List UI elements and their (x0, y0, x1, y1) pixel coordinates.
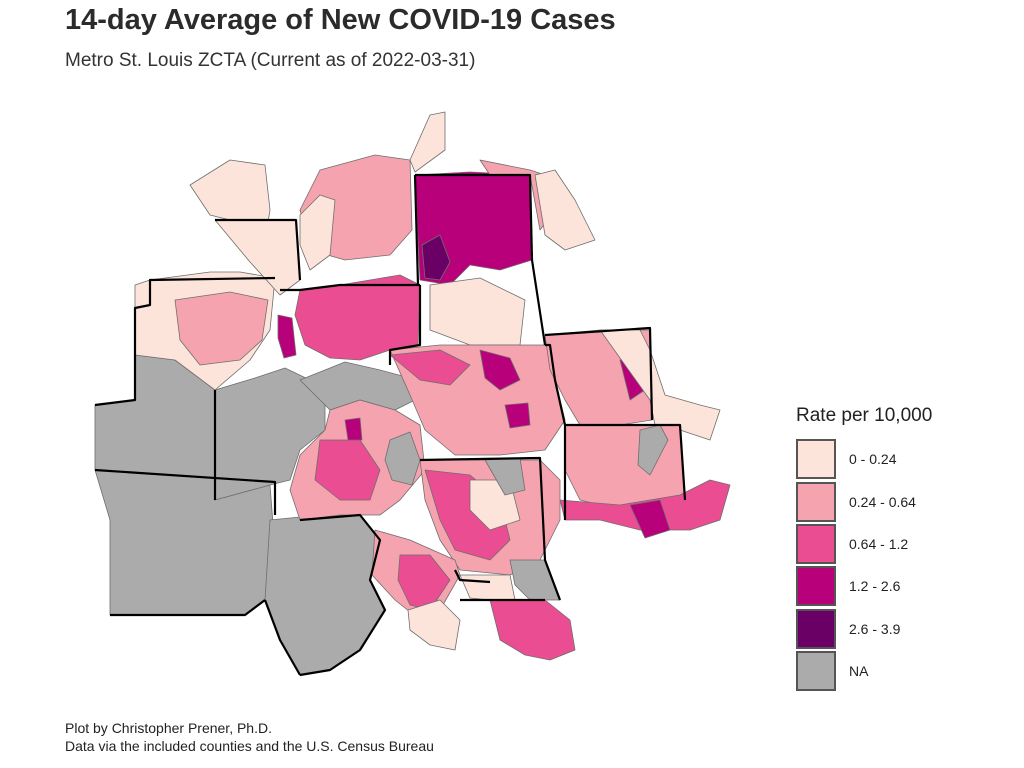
legend-swatch (796, 481, 836, 522)
region-macoupin-east-low (534, 169, 596, 251)
county-boundary-river (263, 283, 420, 677)
region-stl-county-dark (344, 417, 363, 441)
region-madison-low (429, 277, 526, 346)
legend-item: 0.24 - 0.64 (796, 480, 996, 522)
legend-swatch (796, 439, 836, 480)
region-jersey-north-low (409, 111, 446, 173)
legend-item: 0 - 0.24 (796, 438, 996, 480)
region-river-dark (277, 314, 297, 359)
region-randolph-high (489, 599, 576, 661)
county-boundary-il-north (388, 173, 547, 365)
legend-item: 1.2 - 2.6 (796, 565, 996, 607)
legend-title: Rate per 10,000 (796, 405, 933, 426)
region-lincoln-mid (174, 291, 269, 366)
legend-swatch (796, 566, 836, 607)
region-madison-high (389, 349, 471, 386)
legend-label: 1.2 - 2.6 (849, 578, 901, 595)
legend-label: NA (849, 663, 869, 680)
region-clinton-dark (629, 499, 671, 539)
caption-author: Plot by Christopher Prener, Ph.D. (65, 720, 272, 736)
caption-source: Data via the included counties and the U… (65, 738, 434, 754)
county-boundary-west (94, 355, 277, 617)
chart-subtitle: Metro St. Louis ZCTA (Current as of 2022… (65, 50, 476, 71)
region-madison-dark (479, 349, 521, 391)
choropleth-map (94, 111, 731, 677)
map-legend: Rate per 10,000 0 - 0.24 0.24 - 0.64 0.6… (796, 405, 996, 692)
region-monroe-low (407, 599, 461, 651)
county-boundary-lincoln (133, 218, 302, 355)
legend-item: 2.6 - 3.9 (796, 608, 996, 650)
caption: Plot by Christopher Prener, Ph.D. Data v… (65, 719, 434, 755)
legend-item: 0.64 - 1.2 (796, 523, 996, 565)
legend-label: 0.64 - 1.2 (849, 535, 909, 552)
region-mo-south-na (264, 514, 386, 676)
region-stl-city-na (384, 431, 421, 486)
legend-label: 0 - 0.24 (849, 451, 897, 468)
legend-label: 0.24 - 0.64 (849, 493, 916, 510)
county-boundary-il-south (419, 456, 562, 602)
region-macoupin-veryhigh (421, 234, 451, 281)
legend-label: 2.6 - 3.9 (849, 620, 901, 637)
chart-title: 14-day Average of New COVID-19 Cases (65, 4, 616, 36)
legend-swatch (796, 608, 836, 649)
region-stcharles-low (299, 194, 336, 271)
legend-item: NA (796, 650, 996, 692)
region-bond-low (599, 329, 721, 441)
region-randolph-low (459, 574, 516, 601)
legend-swatch (796, 651, 836, 692)
county-boundary-il-east (544, 326, 687, 520)
region-madison-dark2 (504, 402, 531, 429)
legend-swatch (796, 523, 836, 564)
